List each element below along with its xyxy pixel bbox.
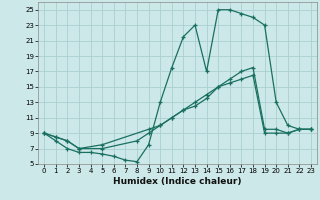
X-axis label: Humidex (Indice chaleur): Humidex (Indice chaleur) [113,177,242,186]
